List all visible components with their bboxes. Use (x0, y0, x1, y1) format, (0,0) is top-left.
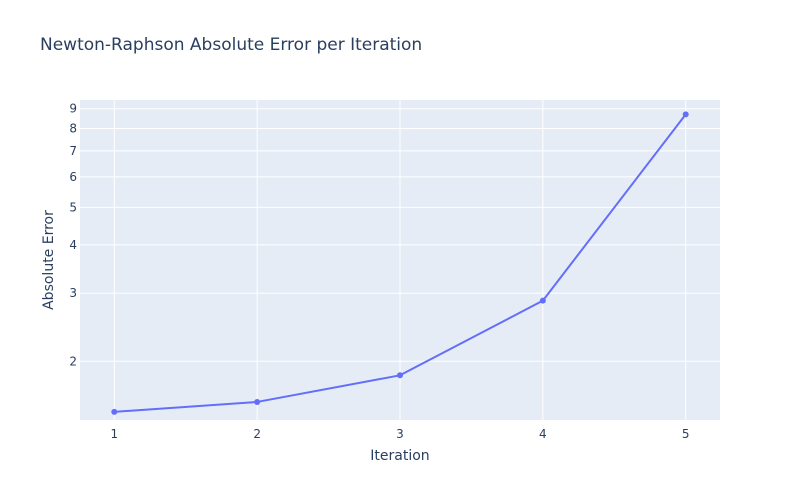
x-tick-label: 3 (396, 427, 404, 441)
tick-label-layer: 1 2 3 4 5 2 3 4 5 6 7 8 9 (69, 102, 689, 441)
data-point[interactable] (254, 398, 261, 405)
y-tick-label: 9 (69, 102, 77, 116)
x-tick-label: 2 (253, 427, 261, 441)
y-tick-label: 6 (69, 170, 77, 184)
y-tick-label: 2 (69, 354, 77, 368)
y-tick-label: 8 (69, 122, 77, 136)
x-tick-label: 4 (539, 427, 547, 441)
y-axis-title: Absolute Error (41, 210, 57, 310)
x-tick-label: 1 (110, 427, 118, 441)
y-tick-label: 4 (69, 238, 77, 252)
data-point[interactable] (397, 372, 403, 379)
x-tick-label: 5 (682, 427, 690, 441)
series-layer (111, 111, 689, 415)
y-tick-label: 5 (69, 200, 77, 214)
data-point[interactable] (539, 297, 546, 304)
data-point[interactable] (682, 111, 689, 118)
grid-layer (80, 100, 720, 420)
y-tick-label: 3 (69, 286, 77, 300)
chart-title: Newton-Raphson Absolute Error per Iterat… (40, 35, 422, 55)
x-axis-title: Iteration (370, 448, 429, 464)
y-tick-label: 7 (69, 144, 77, 158)
data-point[interactable] (111, 408, 118, 415)
